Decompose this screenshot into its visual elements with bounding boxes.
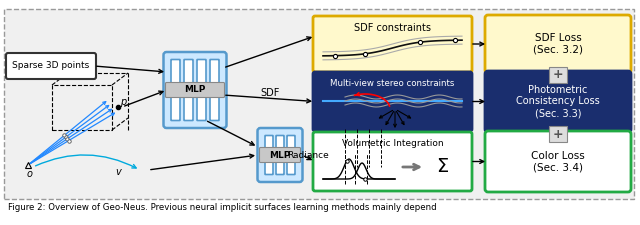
Text: MLP: MLP: [184, 86, 205, 94]
FancyBboxPatch shape: [313, 132, 472, 191]
FancyBboxPatch shape: [259, 148, 301, 162]
Text: SDF: SDF: [260, 88, 280, 98]
FancyBboxPatch shape: [485, 131, 631, 192]
Text: SDF Loss
(Sec. 3.2): SDF Loss (Sec. 3.2): [533, 33, 583, 55]
Text: Volumetric Integration: Volumetric Integration: [342, 139, 444, 148]
FancyBboxPatch shape: [313, 16, 472, 72]
FancyBboxPatch shape: [166, 83, 225, 97]
FancyBboxPatch shape: [257, 128, 303, 182]
Text: +: +: [553, 68, 563, 81]
Text: Multi-view stereo constraints: Multi-view stereo constraints: [330, 79, 454, 88]
FancyBboxPatch shape: [210, 59, 219, 121]
FancyBboxPatch shape: [313, 72, 472, 131]
Text: Photometric
Consistency Loss
(Sec. 3.3): Photometric Consistency Loss (Sec. 3.3): [516, 85, 600, 118]
Text: Color Loss
(Sec. 3.4): Color Loss (Sec. 3.4): [531, 151, 585, 172]
FancyBboxPatch shape: [171, 59, 180, 121]
Text: +: +: [553, 128, 563, 140]
Text: SDF constraints: SDF constraints: [354, 23, 431, 33]
FancyBboxPatch shape: [197, 59, 206, 121]
FancyBboxPatch shape: [163, 52, 227, 128]
Text: Sparse 3D points: Sparse 3D points: [12, 61, 90, 70]
FancyBboxPatch shape: [276, 135, 284, 175]
FancyBboxPatch shape: [287, 135, 295, 175]
FancyBboxPatch shape: [485, 15, 631, 73]
FancyBboxPatch shape: [184, 59, 193, 121]
FancyBboxPatch shape: [485, 71, 631, 132]
FancyBboxPatch shape: [4, 9, 634, 199]
Text: MLP: MLP: [269, 151, 291, 160]
Text: $p$: $p$: [120, 97, 128, 109]
Text: Radiance: Radiance: [287, 151, 329, 160]
FancyBboxPatch shape: [265, 135, 273, 175]
Text: $o$: $o$: [26, 169, 33, 179]
Text: $v$: $v$: [115, 167, 123, 177]
FancyBboxPatch shape: [549, 67, 567, 83]
FancyBboxPatch shape: [549, 126, 567, 142]
Text: $\Sigma$: $\Sigma$: [436, 158, 449, 176]
FancyBboxPatch shape: [6, 53, 96, 79]
Text: Figure 2: Overview of Geo-Neus. Previous neural implicit surfaces learning metho: Figure 2: Overview of Geo-Neus. Previous…: [8, 203, 436, 212]
